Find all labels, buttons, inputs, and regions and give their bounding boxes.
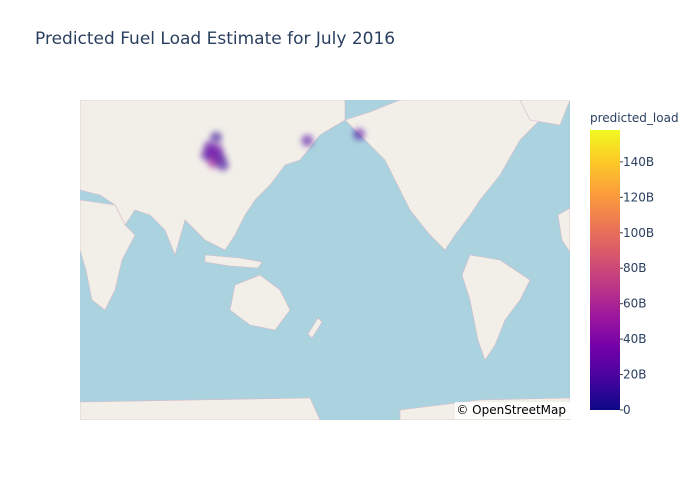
land-australia xyxy=(229,274,291,331)
colorbar-ticks: 0 20B 40B 60B 80B 100B 120B 140B xyxy=(620,155,654,417)
colorbar-tick-label: 100B xyxy=(623,226,654,240)
map xyxy=(80,100,570,420)
density-point xyxy=(216,158,229,171)
land-indonesia xyxy=(204,254,263,269)
colorbar-tick-label: 140B xyxy=(623,155,654,169)
colorbar xyxy=(590,130,620,410)
land-new-zealand xyxy=(307,317,323,339)
land-africa xyxy=(80,199,136,311)
attribution: © OpenStreetMap xyxy=(456,403,566,417)
density-point xyxy=(353,128,366,141)
colorbar-tick-label: 120B xyxy=(623,190,654,204)
colorbar-title: predicted_load xyxy=(590,111,679,125)
density-layer xyxy=(200,128,366,171)
colorbar-tick-label: 0 xyxy=(623,403,631,417)
attribution-box xyxy=(455,402,570,419)
colorbar-tick-label: 40B xyxy=(623,332,647,346)
density-point xyxy=(200,148,213,161)
colorbar-tick-label: 20B xyxy=(623,368,647,382)
colorbar-tick-label: 60B xyxy=(623,297,647,311)
land-south-america xyxy=(461,254,531,361)
chart-title: Predicted Fuel Load Estimate for July 20… xyxy=(35,29,395,49)
density-point xyxy=(301,134,314,147)
land-north-america xyxy=(344,100,561,251)
land-africa-east xyxy=(557,207,570,253)
density-point xyxy=(210,131,223,144)
land-antarctica xyxy=(80,397,321,420)
land-greenland xyxy=(519,100,570,126)
colorbar-tick-label: 80B xyxy=(623,261,647,275)
